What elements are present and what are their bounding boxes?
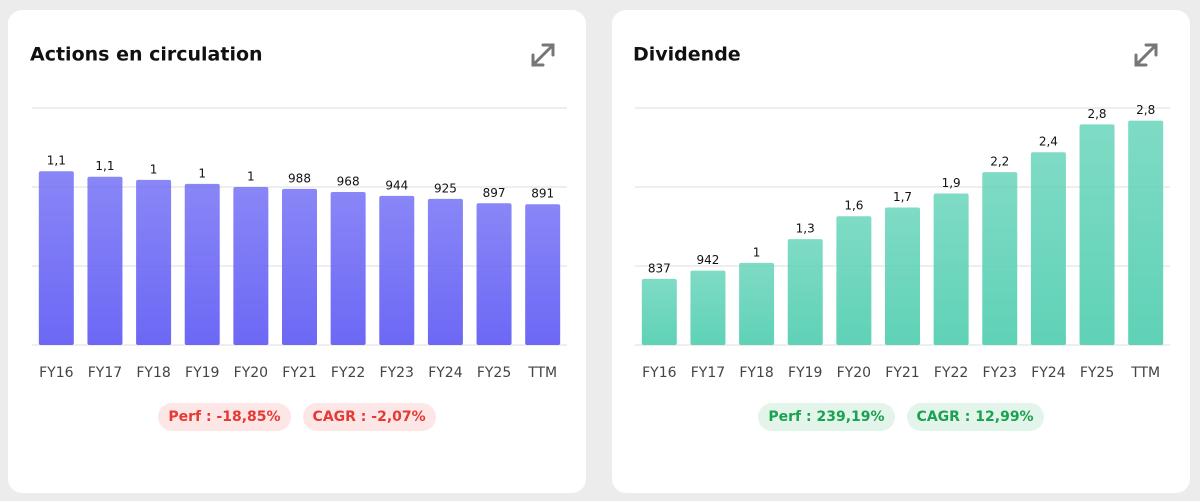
x-tick-label: FY20 bbox=[837, 365, 871, 381]
x-tick-label: FY21 bbox=[282, 365, 316, 381]
bar bbox=[836, 216, 872, 345]
chart: Actions en circulation FY16 1,1 FY17 1,1 FY1… bbox=[30, 43, 567, 381]
x-tick-label: FY24 bbox=[1031, 365, 1066, 381]
badge-bg bbox=[758, 403, 895, 431]
bar bbox=[933, 193, 969, 345]
x-tick-label: FY18 bbox=[136, 365, 170, 381]
data-label: 1 bbox=[150, 162, 158, 176]
x-tick-label: FY19 bbox=[185, 365, 219, 381]
x-tick-label: FY23 bbox=[983, 365, 1017, 381]
card: Dividende FY16 837 FY17 942 FY18 1 FY19 1,3 FY20… bbox=[612, 10, 1190, 493]
x-tick-label: FY25 bbox=[1080, 365, 1114, 381]
data-label: 942 bbox=[697, 253, 720, 267]
x-tick-label: FY16 bbox=[39, 365, 74, 381]
bar bbox=[476, 203, 512, 345]
x-tick-label: FY22 bbox=[331, 365, 365, 381]
data-label: 1 bbox=[198, 166, 206, 180]
bar bbox=[885, 207, 920, 345]
data-label: 1,6 bbox=[844, 199, 863, 213]
badges: Perf : -18,85% CAGR : -2,07% bbox=[8, 403, 586, 431]
bar bbox=[38, 171, 74, 345]
data-label: 1,7 bbox=[893, 190, 912, 204]
x-tick-label: FY19 bbox=[788, 365, 822, 381]
chart-title: Actions en circulation bbox=[30, 44, 263, 66]
data-label: 897 bbox=[483, 186, 506, 200]
data-label: 1 bbox=[247, 170, 255, 184]
data-label: 944 bbox=[385, 178, 408, 192]
data-label: 1,1 bbox=[95, 159, 114, 173]
x-tick-label: TTM bbox=[527, 365, 557, 381]
badge: Perf : -18,85% bbox=[158, 403, 291, 431]
x-tick-label: FY17 bbox=[88, 365, 122, 381]
bar bbox=[787, 239, 823, 345]
badge: CAGR : -2,07% bbox=[302, 403, 436, 431]
badge: CAGR : 12,99% bbox=[906, 403, 1044, 431]
data-label: 2,4 bbox=[1039, 135, 1058, 149]
card: Actions en circulation FY16 1,1 FY17 1,1 FY1… bbox=[8, 10, 586, 493]
badge-bg bbox=[302, 403, 436, 431]
bar bbox=[525, 204, 561, 345]
x-tick-label: FY21 bbox=[885, 365, 919, 381]
bar bbox=[330, 192, 366, 345]
bar bbox=[739, 262, 775, 345]
bar bbox=[427, 198, 463, 345]
badge-bg bbox=[158, 403, 291, 431]
data-label: 968 bbox=[337, 175, 360, 189]
badge-text: Perf : -18,85% bbox=[168, 409, 281, 425]
x-tick-label: FY24 bbox=[428, 365, 463, 381]
badge-bg bbox=[906, 403, 1044, 431]
bar bbox=[87, 176, 123, 345]
data-label: 891 bbox=[531, 187, 554, 201]
data-label: 2,8 bbox=[1087, 107, 1106, 121]
badge-text: CAGR : 12,99% bbox=[916, 409, 1034, 425]
x-tick-label: FY18 bbox=[739, 365, 773, 381]
x-tick-label: FY17 bbox=[691, 365, 725, 381]
bar bbox=[184, 183, 220, 345]
bar bbox=[982, 172, 1018, 345]
data-label: 988 bbox=[288, 171, 311, 185]
x-tick-label: FY22 bbox=[934, 365, 968, 381]
expand-icon[interactable] bbox=[1134, 43, 1158, 67]
chart-title: Dividende bbox=[633, 44, 741, 66]
badges: Perf : 239,19% CAGR : 12,99% bbox=[612, 403, 1190, 431]
data-label: 1 bbox=[753, 245, 761, 259]
bar bbox=[1128, 120, 1164, 345]
x-tick-label: FY20 bbox=[234, 365, 268, 381]
chart: Dividende FY16 837 FY17 942 FY18 1 FY19 1,3 FY20… bbox=[633, 43, 1170, 381]
bar bbox=[379, 195, 415, 345]
data-label: 1,1 bbox=[47, 154, 66, 168]
data-label: 925 bbox=[434, 181, 457, 195]
bar bbox=[690, 270, 726, 345]
data-label: 2,2 bbox=[990, 155, 1009, 169]
badge-text: CAGR : -2,07% bbox=[312, 409, 426, 425]
data-label: 1,9 bbox=[942, 176, 961, 190]
bar bbox=[1030, 152, 1066, 345]
data-label: 1,3 bbox=[796, 222, 815, 236]
x-tick-label: FY23 bbox=[380, 365, 414, 381]
x-tick-label: FY16 bbox=[642, 365, 677, 381]
bar bbox=[233, 187, 269, 345]
bar bbox=[282, 188, 317, 345]
x-tick-label: FY25 bbox=[477, 365, 511, 381]
expand-icon[interactable] bbox=[531, 43, 555, 67]
bar bbox=[641, 278, 677, 345]
badge: Perf : 239,19% bbox=[758, 403, 895, 431]
badge-text: Perf : 239,19% bbox=[768, 409, 885, 425]
data-label: 2,8 bbox=[1136, 103, 1155, 117]
bar bbox=[1079, 124, 1115, 345]
data-label: 837 bbox=[648, 261, 671, 275]
x-tick-label: TTM bbox=[1130, 365, 1160, 381]
bar bbox=[136, 179, 172, 345]
